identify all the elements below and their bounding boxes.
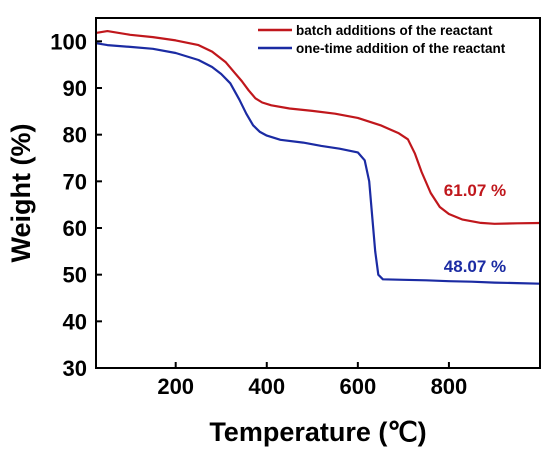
x-axis-title: Temperature (℃)	[209, 417, 426, 447]
legend-label-1: batch additions of the reactant	[296, 23, 493, 38]
end-label-1: 61.07 %	[444, 181, 506, 200]
plot-frame	[95, 17, 541, 369]
x-tick-label: 400	[248, 374, 285, 399]
legend: batch additions of the reactant one-time …	[258, 23, 506, 56]
x-tick-label: 200	[157, 374, 194, 399]
x-tick-label: 600	[339, 374, 376, 399]
x-tick-label: 800	[431, 374, 468, 399]
end-label-2: 48.07 %	[444, 257, 506, 276]
series-line-1	[95, 30, 541, 225]
y-tick-label: 70	[63, 169, 87, 194]
y-tick-label: 100	[50, 29, 87, 54]
y-tick-label: 80	[63, 123, 87, 148]
y-tick-label: 40	[63, 309, 87, 334]
end-labels: 61.07 % 48.07 %	[444, 181, 506, 276]
ticks-layer: 200 400 600 800 30 40 50 60 70 80 90 100	[50, 29, 467, 399]
y-tick-label: 30	[63, 356, 87, 381]
series-line-2	[95, 42, 541, 285]
series-layer	[95, 30, 541, 285]
y-tick-label: 90	[63, 76, 87, 101]
y-axis-title: Weight (%)	[6, 124, 36, 263]
y-tick-label: 50	[63, 263, 87, 288]
y-tick-label: 60	[63, 216, 87, 241]
legend-label-2: one-time addition of the reactant	[296, 41, 506, 56]
